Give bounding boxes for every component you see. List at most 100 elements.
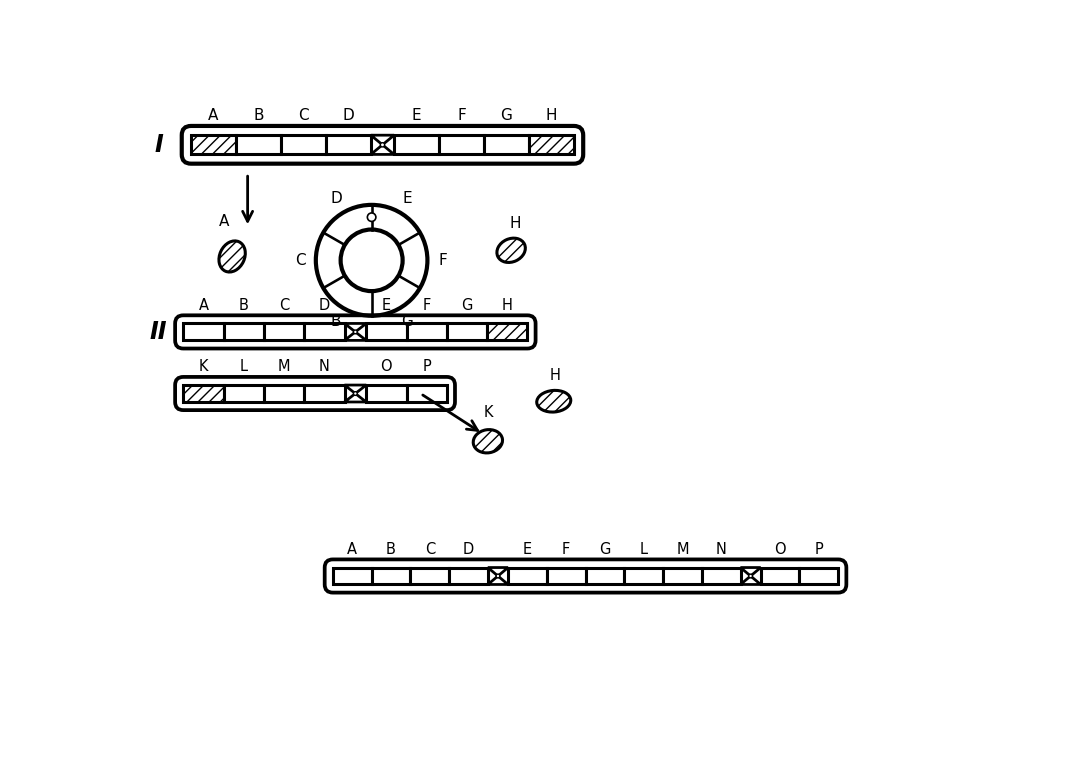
- FancyBboxPatch shape: [663, 568, 702, 584]
- Text: F: F: [562, 542, 570, 557]
- Text: C: C: [424, 542, 435, 557]
- Text: D: D: [343, 108, 354, 123]
- FancyBboxPatch shape: [407, 323, 447, 341]
- FancyBboxPatch shape: [224, 385, 264, 402]
- FancyBboxPatch shape: [175, 316, 536, 348]
- Ellipse shape: [219, 241, 246, 272]
- Text: K: K: [199, 359, 208, 374]
- FancyBboxPatch shape: [366, 323, 407, 341]
- FancyBboxPatch shape: [410, 568, 449, 584]
- Text: E: E: [412, 108, 421, 123]
- Text: B: B: [239, 298, 249, 312]
- Circle shape: [316, 205, 427, 316]
- Text: H: H: [545, 108, 557, 123]
- FancyBboxPatch shape: [333, 568, 371, 584]
- Polygon shape: [488, 576, 509, 584]
- FancyBboxPatch shape: [175, 377, 456, 410]
- Text: F: F: [423, 298, 431, 312]
- Text: P: P: [422, 359, 431, 374]
- FancyBboxPatch shape: [281, 135, 326, 154]
- Text: G: G: [599, 542, 610, 557]
- FancyBboxPatch shape: [407, 385, 447, 402]
- Ellipse shape: [497, 238, 526, 263]
- FancyBboxPatch shape: [702, 568, 740, 584]
- Circle shape: [381, 143, 384, 147]
- Text: H: H: [550, 367, 560, 383]
- Text: C: C: [299, 108, 308, 123]
- Text: C: C: [279, 298, 289, 312]
- Text: O: O: [381, 359, 392, 374]
- FancyBboxPatch shape: [264, 323, 304, 341]
- Circle shape: [749, 575, 752, 578]
- FancyBboxPatch shape: [800, 568, 839, 584]
- Text: F: F: [438, 253, 447, 268]
- Polygon shape: [740, 576, 761, 584]
- FancyBboxPatch shape: [192, 135, 236, 154]
- Text: II: II: [149, 320, 168, 344]
- Text: A: A: [198, 298, 209, 312]
- FancyBboxPatch shape: [183, 323, 224, 341]
- FancyBboxPatch shape: [394, 135, 439, 154]
- Text: G: G: [401, 314, 413, 329]
- Polygon shape: [740, 568, 761, 576]
- Circle shape: [354, 330, 357, 334]
- Text: F: F: [458, 108, 466, 123]
- FancyBboxPatch shape: [509, 568, 546, 584]
- FancyBboxPatch shape: [264, 385, 304, 402]
- Polygon shape: [488, 568, 509, 576]
- Text: I: I: [154, 133, 163, 157]
- FancyBboxPatch shape: [624, 568, 663, 584]
- Text: L: L: [639, 542, 648, 557]
- Polygon shape: [371, 145, 394, 154]
- Text: D: D: [319, 298, 330, 312]
- Polygon shape: [344, 332, 366, 341]
- Text: E: E: [523, 542, 532, 557]
- Text: A: A: [220, 214, 229, 228]
- Circle shape: [496, 575, 500, 578]
- FancyBboxPatch shape: [449, 568, 488, 584]
- FancyBboxPatch shape: [371, 568, 410, 584]
- FancyBboxPatch shape: [236, 135, 281, 154]
- Text: M: M: [676, 542, 688, 557]
- FancyBboxPatch shape: [761, 568, 800, 584]
- Ellipse shape: [537, 390, 571, 412]
- FancyBboxPatch shape: [439, 135, 484, 154]
- Polygon shape: [344, 323, 366, 332]
- Polygon shape: [344, 385, 366, 393]
- Circle shape: [368, 213, 375, 222]
- Text: M: M: [278, 359, 290, 374]
- FancyBboxPatch shape: [585, 568, 624, 584]
- Text: B: B: [331, 314, 341, 329]
- Text: D: D: [463, 542, 474, 557]
- Text: B: B: [253, 108, 264, 123]
- FancyBboxPatch shape: [447, 323, 487, 341]
- FancyBboxPatch shape: [529, 135, 573, 154]
- Text: H: H: [502, 298, 513, 312]
- FancyBboxPatch shape: [182, 126, 583, 163]
- Text: B: B: [386, 542, 396, 557]
- FancyBboxPatch shape: [304, 323, 344, 341]
- Polygon shape: [344, 393, 366, 402]
- Text: N: N: [319, 359, 330, 374]
- FancyBboxPatch shape: [487, 323, 527, 341]
- Text: E: E: [403, 192, 412, 206]
- FancyBboxPatch shape: [224, 323, 264, 341]
- Text: K: K: [484, 406, 492, 420]
- FancyBboxPatch shape: [366, 385, 407, 402]
- Text: H: H: [510, 216, 520, 231]
- Text: A: A: [209, 108, 219, 123]
- Text: G: G: [461, 298, 473, 312]
- FancyBboxPatch shape: [325, 559, 846, 593]
- Circle shape: [354, 392, 357, 396]
- Text: D: D: [330, 192, 342, 206]
- Text: L: L: [240, 359, 248, 374]
- Text: G: G: [501, 108, 513, 123]
- Circle shape: [341, 229, 403, 291]
- FancyBboxPatch shape: [326, 135, 371, 154]
- Text: A: A: [347, 542, 357, 557]
- FancyBboxPatch shape: [546, 568, 585, 584]
- Text: P: P: [815, 542, 823, 557]
- FancyBboxPatch shape: [484, 135, 529, 154]
- Text: O: O: [775, 542, 786, 557]
- Text: C: C: [295, 253, 305, 268]
